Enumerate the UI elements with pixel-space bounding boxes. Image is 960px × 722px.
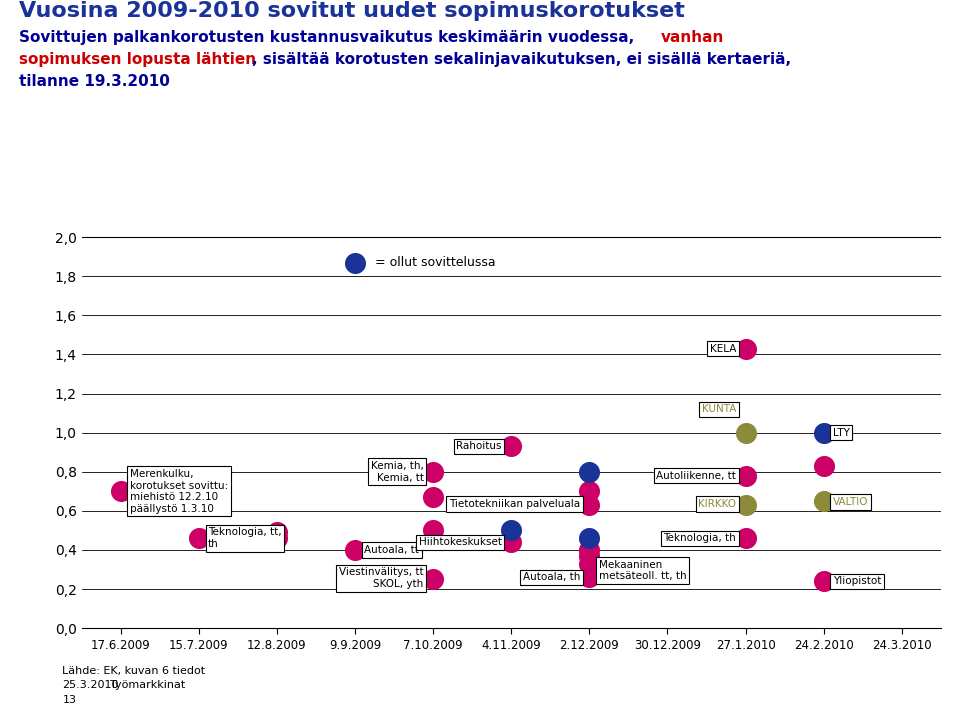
Point [504, 525, 519, 536]
Point [425, 525, 441, 536]
Text: VALTIO: VALTIO [833, 497, 869, 507]
Point [816, 460, 831, 471]
Point [504, 440, 519, 452]
Point [425, 492, 441, 503]
Point [816, 495, 831, 507]
Point [738, 470, 754, 482]
Point [348, 544, 363, 556]
Text: , sisältää korotusten sekalinjavaikutuksen, ei sisällä kertaeriä,: , sisältää korotusten sekalinjavaikutuks… [252, 52, 791, 67]
Text: Viestinvälitys, tt
SKOL, yth: Viestinvälitys, tt SKOL, yth [339, 567, 423, 589]
Point [269, 526, 284, 538]
Text: = ollut sovittelussa: = ollut sovittelussa [374, 256, 495, 269]
Text: KUNTA: KUNTA [702, 404, 736, 414]
Text: LTY: LTY [833, 427, 850, 438]
Text: vanhan: vanhan [660, 30, 724, 45]
Point [269, 532, 284, 544]
Text: Vuosina 2009-2010 sovitut uudet sopimuskorotukset: Vuosina 2009-2010 sovitut uudet sopimusk… [19, 1, 685, 22]
Text: 25.3.2010: 25.3.2010 [62, 680, 119, 690]
Point [582, 466, 597, 477]
Text: Autoliikenne, tt: Autoliikenne, tt [657, 471, 736, 481]
Text: sopimuksen lopusta lähtien: sopimuksen lopusta lähtien [19, 52, 256, 67]
Text: tilanne 19.3.2010: tilanne 19.3.2010 [19, 74, 170, 89]
Point [582, 532, 597, 544]
Point [348, 257, 363, 269]
Text: Tietotekniikan palveluala: Tietotekniikan palveluala [449, 499, 580, 509]
Point [816, 575, 831, 587]
Point [738, 427, 754, 438]
Point [738, 532, 754, 544]
Text: KIRKKO: KIRKKO [698, 499, 736, 509]
Text: Työmarkkinat: Työmarkkinat [110, 680, 185, 690]
Text: Merenkulku,
korotukset sovittu:
miehistö 12.2.10
päällystö 1.3.10: Merenkulku, korotukset sovittu: miehistö… [130, 469, 228, 514]
Point [582, 550, 597, 562]
Text: Teknologia, th: Teknologia, th [663, 534, 736, 543]
Text: Teknologia, tt,
th: Teknologia, tt, th [208, 528, 282, 549]
Point [113, 485, 129, 497]
Point [582, 558, 597, 570]
Point [425, 573, 441, 585]
Text: 13: 13 [62, 695, 77, 705]
Point [738, 499, 754, 510]
Text: Autoala, th: Autoala, th [522, 573, 580, 583]
Text: Mekaaninen
metsäteoll. tt, th: Mekaaninen metsäteoll. tt, th [599, 560, 686, 581]
Point [816, 427, 831, 438]
Text: KELA: KELA [709, 344, 736, 354]
Point [738, 343, 754, 355]
Text: Kemia, th,
Kemia, tt: Kemia, th, Kemia, tt [371, 461, 423, 482]
Text: Rahoitus: Rahoitus [456, 441, 502, 451]
Point [191, 532, 206, 544]
Text: Lähde: EK, kuvan 6 tiedot: Lähde: EK, kuvan 6 tiedot [62, 666, 205, 676]
Point [582, 544, 597, 556]
Point [425, 466, 441, 477]
Point [582, 485, 597, 497]
Text: Hiihtokeskukset: Hiihtokeskukset [419, 537, 502, 547]
Text: Autoala, tt: Autoala, tt [365, 545, 420, 555]
Point [582, 499, 597, 510]
Point [504, 536, 519, 548]
Text: Yliopistot: Yliopistot [833, 576, 881, 586]
Point [582, 572, 597, 583]
Text: Sovittujen palkankorotusten kustannusvaikutus keskimäärin vuodessa,: Sovittujen palkankorotusten kustannusvai… [19, 30, 639, 45]
